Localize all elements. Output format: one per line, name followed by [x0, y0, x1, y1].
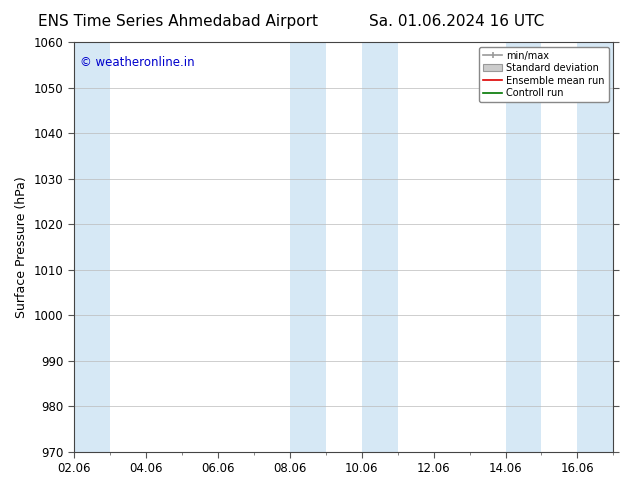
- Bar: [578, 42, 614, 452]
- Text: ENS Time Series Ahmedabad Airport: ENS Time Series Ahmedabad Airport: [37, 14, 318, 29]
- Text: Sa. 01.06.2024 16 UTC: Sa. 01.06.2024 16 UTC: [369, 14, 544, 29]
- Bar: [361, 42, 398, 452]
- Bar: [74, 42, 110, 452]
- Bar: [290, 42, 326, 452]
- Y-axis label: Surface Pressure (hPa): Surface Pressure (hPa): [15, 176, 28, 318]
- Bar: [505, 42, 541, 452]
- Text: © weatheronline.in: © weatheronline.in: [80, 56, 195, 70]
- Legend: min/max, Standard deviation, Ensemble mean run, Controll run: min/max, Standard deviation, Ensemble me…: [479, 47, 609, 102]
